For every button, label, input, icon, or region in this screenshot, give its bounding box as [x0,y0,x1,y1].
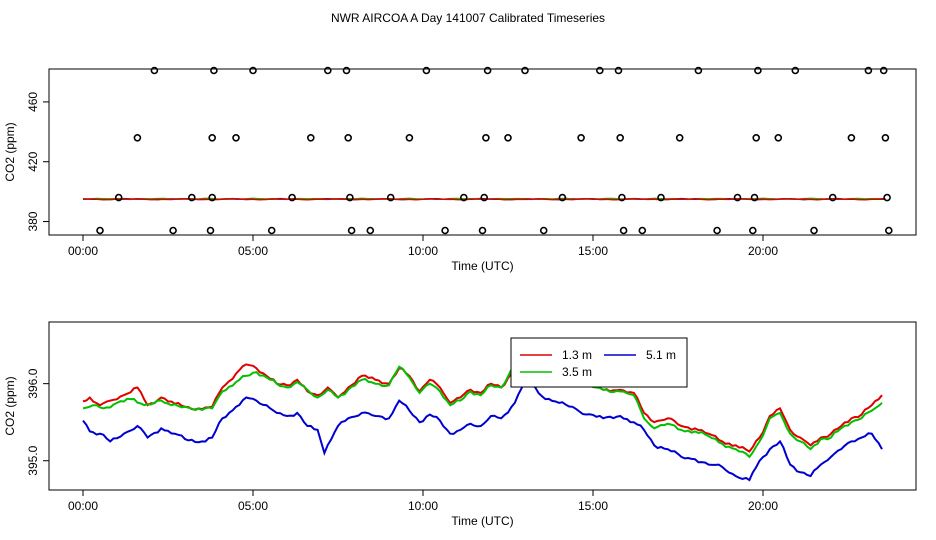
flag-point [752,134,761,142]
flag-point [614,66,623,75]
x-tick-label: 20:00 [748,499,778,513]
chart-title: NWR AIRCOA A Day 141007 Calibrated Times… [331,11,605,25]
plot-frame [48,68,917,236]
flag-point [733,193,742,202]
flag-point [864,66,873,75]
flag-point [114,193,123,202]
flag-point [638,226,647,235]
flag-point [883,193,891,202]
flag-point [210,66,218,75]
legend-label: 3.5 m [562,365,592,379]
flag-point [750,193,759,202]
x-tick-label: 15:00 [578,244,608,258]
flag-point [504,134,512,142]
flag-point [459,193,468,202]
x-tick-label: 15:00 [578,499,608,513]
flag-point [150,66,159,75]
flag-point [344,134,353,142]
flag-point [96,226,104,235]
legend-label: 5.1 m [646,348,676,362]
flag-point [577,134,585,142]
x-tick-label: 10:00 [408,499,438,513]
flag-point [539,226,548,235]
plot-frame [48,321,917,491]
flag-point [558,193,567,202]
flag-point [482,134,490,142]
legend: 1.3 m 5.1 m 3.5 m [510,337,688,388]
y-tick-label: 420 [26,151,40,171]
series-line-1-3-m [82,355,883,453]
flag-point [208,134,216,142]
top-series-line-h1_3 [82,197,886,201]
flag-point [133,134,142,142]
flag-point [188,193,196,202]
flag-point [619,226,628,235]
flag-point [306,134,315,142]
flag-point [169,226,177,235]
series-line-5-1-m [82,378,883,482]
flag-point [249,66,257,75]
flag-point [232,134,240,142]
y-tick-label: 396.0 [26,368,40,398]
x-tick-label: 00:00 [68,244,98,258]
flag-point [879,66,888,75]
x-tick-label: 05:00 [238,499,268,513]
flag-point [405,134,414,142]
flag-point [754,66,762,75]
flag-point [694,66,703,75]
flag-point [441,226,449,235]
flag-point [347,226,356,235]
flag-point [884,226,893,235]
flag-point [478,226,487,235]
x-tick-label: 20:00 [748,244,778,258]
y-axis-label: CO2 (ppm) [3,376,17,435]
flag-point [881,134,890,142]
flag-point [521,66,529,75]
series-line-3-5-m [82,351,883,459]
flag-point [386,193,395,202]
flag-point [618,193,626,202]
flag-point [346,193,354,202]
x-axis-label: Time (UTC) [451,514,513,528]
flag-point [657,193,665,202]
flag-point [748,226,757,235]
y-tick-label: 380 [26,211,40,231]
flag-point [483,66,492,75]
top-panel: 00:00 05:00 10:00 15:00 20:00 380 420 460 Time (… [3,66,917,273]
flag-point [713,226,721,235]
flag-point [323,66,332,75]
flag-point [288,193,296,202]
legend-box [510,337,688,388]
flag-point [774,134,783,142]
flag-point [206,226,215,235]
flag-point [422,66,431,75]
flag-point [267,226,276,235]
x-tick-label: 05:00 [238,244,268,258]
flag-point [828,193,837,202]
flag-point [810,226,818,235]
x-tick-label: 00:00 [68,499,98,513]
flag-point [480,193,489,202]
flag-point [791,66,800,75]
x-axis-label: Time (UTC) [451,259,513,273]
y-axis-label: CO2 (ppm) [3,122,17,181]
flag-point [208,193,216,202]
flag-point [366,226,375,235]
flag-point [342,66,351,75]
flag-point [616,134,625,142]
flag-point [847,134,856,142]
x-tick-label: 10:00 [408,244,438,258]
legend-label: 1.3 m [562,348,592,362]
flag-point [595,66,604,75]
y-tick-label: 395.0 [26,445,40,475]
flag-point [675,134,684,142]
y-tick-label: 460 [26,92,40,112]
bottom-panel: 00:00 05:00 10:00 15:00 20:00 395.0 396.0 Time … [3,321,917,528]
